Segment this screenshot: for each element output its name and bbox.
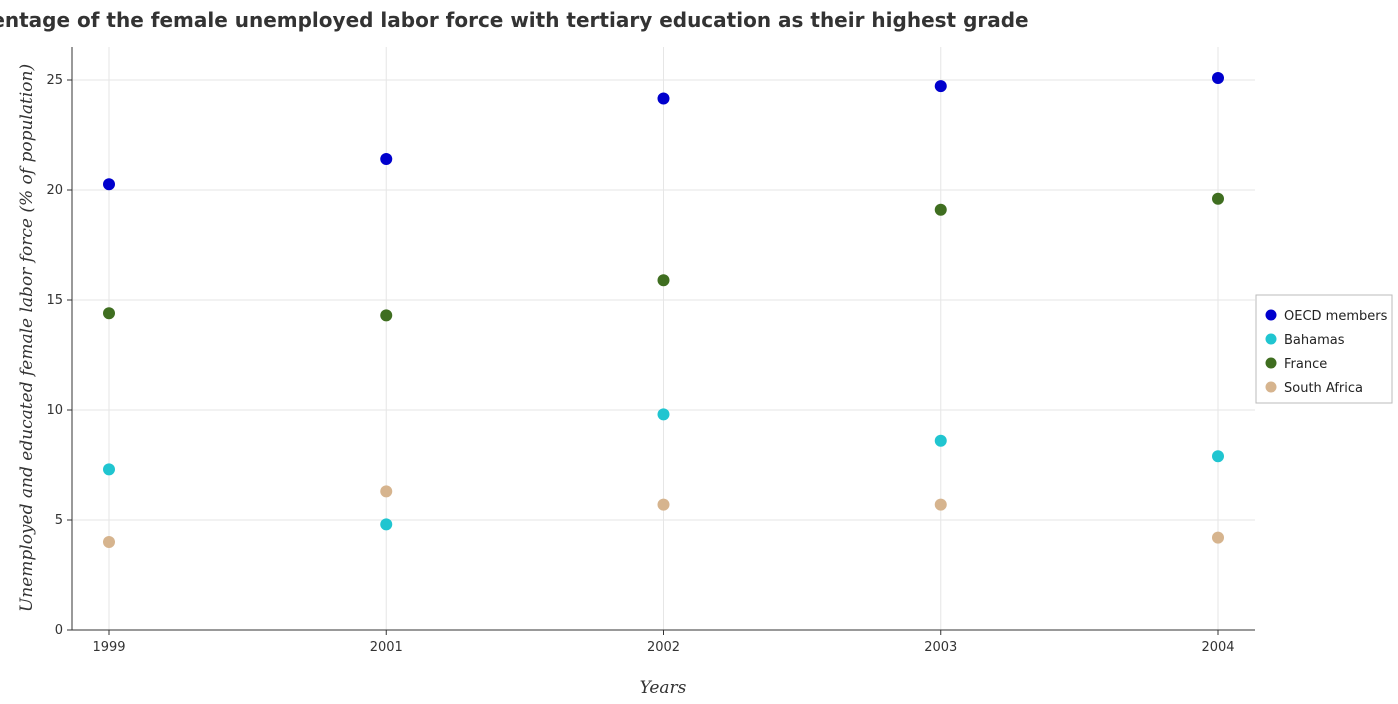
legend-marker-bahamas xyxy=(1266,334,1277,345)
legend-marker-south-africa xyxy=(1266,382,1277,393)
point-south-africa xyxy=(935,499,947,511)
y-tick-labels: 0 5 10 15 20 25 xyxy=(46,73,72,638)
y-tick-label: 15 xyxy=(46,293,63,308)
x-tick-label: 2002 xyxy=(647,640,680,655)
point-south-africa xyxy=(380,485,392,497)
point-france xyxy=(658,274,670,286)
legend-label-oecd-members: OECD members xyxy=(1284,309,1388,324)
y-tick-label: 5 xyxy=(55,513,63,528)
legend: OECD members Bahamas France South Africa xyxy=(1256,295,1392,403)
chart-title: Percentage of the female unemployed labo… xyxy=(0,8,1029,32)
x-tick-labels: 1999 2001 2002 2003 2004 xyxy=(92,630,1234,655)
point-oecd-members xyxy=(658,92,670,104)
point-south-africa xyxy=(658,499,670,511)
point-france xyxy=(935,204,947,216)
legend-label-south-africa: South Africa xyxy=(1284,381,1363,396)
point-bahamas xyxy=(380,518,392,530)
point-france xyxy=(103,307,115,319)
point-france xyxy=(1212,193,1224,205)
y-axis-label: Unemployed and educated female labor for… xyxy=(17,64,37,612)
point-france xyxy=(380,309,392,321)
legend-marker-oecd-members xyxy=(1266,310,1277,321)
grid xyxy=(72,47,1255,630)
legend-marker-france xyxy=(1266,358,1277,369)
y-tick-label: 25 xyxy=(46,73,63,88)
point-bahamas xyxy=(935,435,947,447)
y-tick-label: 0 xyxy=(55,623,63,638)
point-oecd-members xyxy=(1212,72,1224,84)
x-tick-label: 2003 xyxy=(924,640,957,655)
point-oecd-members xyxy=(380,153,392,165)
x-axis-label: Years xyxy=(640,678,687,698)
point-oecd-members xyxy=(103,178,115,190)
y-tick-label: 10 xyxy=(46,403,63,418)
x-tick-label: 1999 xyxy=(92,640,125,655)
x-tick-label: 2001 xyxy=(370,640,403,655)
point-oecd-members xyxy=(935,80,947,92)
y-tick-label: 20 xyxy=(46,183,63,198)
point-south-africa xyxy=(103,536,115,548)
point-bahamas xyxy=(103,463,115,475)
legend-label-france: France xyxy=(1284,357,1327,372)
point-south-africa xyxy=(1212,532,1224,544)
point-bahamas xyxy=(1212,450,1224,462)
x-tick-label: 2004 xyxy=(1201,640,1234,655)
point-bahamas xyxy=(658,408,670,420)
legend-label-bahamas: Bahamas xyxy=(1284,333,1345,348)
